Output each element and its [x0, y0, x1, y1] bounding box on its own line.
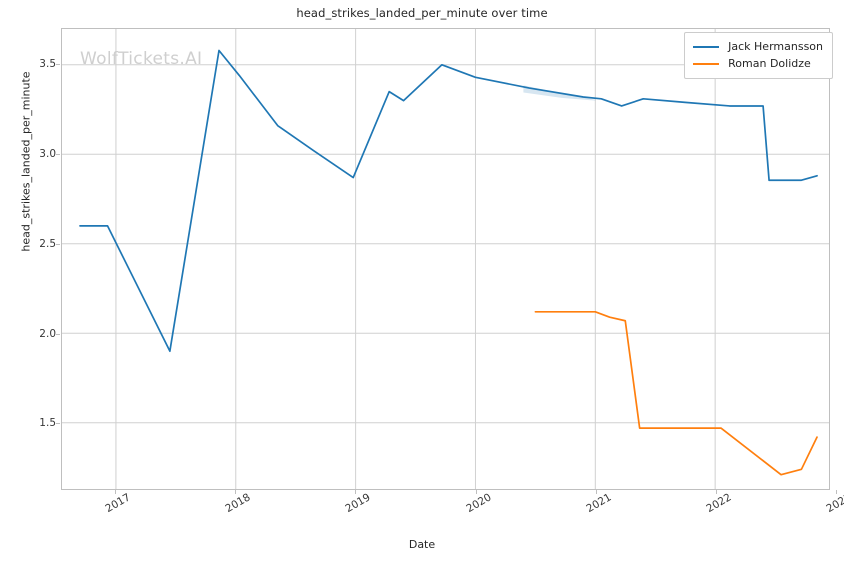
legend-item-label: Jack Hermansson: [728, 40, 823, 53]
y-axis-tick-label: 3.0: [39, 147, 56, 160]
legend-item[interactable]: Jack Hermansson: [693, 38, 823, 55]
watermark-text: WolfTickets.AI: [80, 49, 203, 69]
y-axis-tick-label: 3.5: [39, 57, 56, 70]
x-axis-tick-mark: [115, 490, 117, 494]
x-axis-tick-label: 2017: [103, 491, 133, 516]
x-axis-tick-mark: [595, 490, 597, 494]
x-axis-tick-mark: [475, 490, 477, 494]
x-axis-tick-mark: [836, 490, 837, 494]
y-axis-tick-mark: [56, 423, 60, 425]
plot-area: WolfTickets.AI: [61, 28, 830, 490]
x-axis-tick-label: 2023: [824, 491, 844, 516]
series-line: [80, 50, 817, 351]
chart-title: head_strikes_landed_per_minute over time: [296, 6, 548, 20]
y-axis-tick-label: 1.5: [39, 417, 56, 430]
x-axis-tick-mark: [355, 490, 357, 494]
y-axis-tick-mark: [56, 63, 60, 65]
y-axis-tick-mark: [56, 243, 60, 245]
series-line: [535, 312, 817, 475]
legend-color-swatch: [693, 45, 720, 48]
x-axis-tick-label: 2022: [704, 491, 734, 516]
x-axis-label: Date: [408, 538, 436, 551]
x-axis-tick-mark: [235, 490, 237, 494]
y-axis-tick-mark: [56, 153, 60, 155]
legend-color-swatch: [693, 62, 720, 65]
x-axis-tick-label: 2020: [463, 491, 494, 516]
y-axis-label: head_strikes_landed_per_minute: [19, 71, 33, 252]
y-axis-tick-group: 1.5 2.0 2.5 3.0 3.5: [0, 28, 60, 490]
x-axis-tick-label: 2019: [343, 491, 373, 516]
y-axis-tick-mark: [56, 333, 60, 335]
legend-item-label: Roman Dolidze: [728, 57, 811, 70]
x-axis-tick-mark: [715, 490, 717, 494]
chart-legend: Jack Hermansson Roman Dolidze: [684, 32, 833, 79]
x-axis-tick-group: 2017 2018 2019 2020 2021 2022 2023: [61, 490, 844, 540]
grid-layer: [62, 29, 829, 489]
data-line-layer: [62, 29, 829, 489]
x-axis-tick-label: 2021: [584, 491, 614, 516]
y-axis-tick-label: 2.5: [39, 237, 56, 250]
x-axis-tick-label: 2018: [223, 491, 253, 516]
y-axis-tick-label: 2.0: [39, 327, 56, 340]
legend-item[interactable]: Roman Dolidze: [693, 55, 823, 72]
